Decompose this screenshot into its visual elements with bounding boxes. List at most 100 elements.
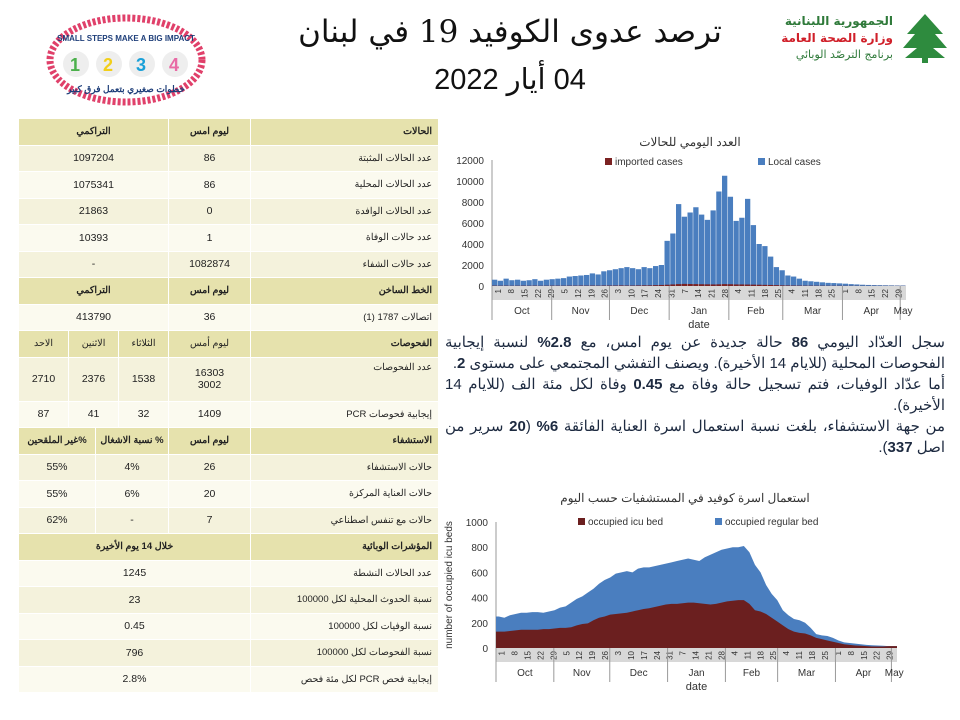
row-label: اتصالات 1787 (1) (250, 303, 440, 331)
bar-local-cases (727, 196, 734, 286)
unvaccinated-header: %غير الملقحين (17, 427, 97, 455)
yesterday-value: 1409 (168, 400, 252, 428)
day-tick-label: 7 (679, 650, 688, 655)
day-tick-label: 24 (653, 650, 662, 659)
day-tick-label: 14 (692, 650, 701, 659)
bar-local-cases (883, 285, 889, 286)
bar-local-cases (676, 204, 682, 286)
month-label: Feb (747, 306, 765, 317)
cedar-icon (903, 14, 947, 63)
bar-local-cases (589, 273, 596, 286)
statistics-table: الحالات ليوم امس التراكمي عدد الحالات ال… (17, 118, 440, 693)
bar-imported-cases (693, 284, 699, 286)
unvaccinated-value: 62% (17, 506, 97, 534)
monday-header: الاثنين (68, 330, 120, 358)
occupancy-header: % نسبة الاشغال (95, 427, 170, 455)
bar-imported-cases (785, 285, 791, 286)
monday-value: 2376 (68, 356, 120, 402)
day-tick-label: 3 (614, 288, 623, 293)
month-label: Nov (572, 306, 590, 317)
table-row: عدد حالات الوفاة 1 10393 (17, 224, 440, 252)
bar-local-cases (641, 267, 647, 286)
bar-local-cases (549, 279, 555, 286)
yesterday-value-2: 3002 (197, 379, 222, 391)
bar-local-cases (848, 284, 854, 286)
day-tick-label: 5 (562, 650, 571, 655)
bar-local-cases (785, 275, 791, 286)
occupancy-value: - (95, 506, 170, 534)
y-tick-label: 400 (471, 594, 488, 605)
day-tick-label: 5 (561, 288, 570, 293)
day-tick-label: 1 (841, 288, 850, 293)
cumulative-header: التراكمي (17, 118, 170, 146)
day-tick-label: 29 (886, 650, 895, 659)
table-row: إيجابية فحوصات PCR 1409 32 41 87 (17, 400, 440, 428)
bar-local-cases (894, 285, 900, 286)
bar-local-cases (624, 267, 630, 286)
day-tick-label: 25 (769, 650, 778, 659)
hotline-section-label: الخط الساخن (250, 277, 440, 305)
bar-imported-cases (676, 284, 682, 286)
y-tick-label: 8000 (462, 198, 485, 209)
cumulative-value: - (17, 250, 170, 278)
day-tick-label: 8 (511, 650, 520, 655)
row-label: عدد الحالات النشطة (250, 559, 440, 587)
hospital-beds-chart: استعمال اسرة كوفيد في المستشفيات حسب الي… (444, 491, 904, 693)
y-tick-label: 4000 (462, 240, 485, 251)
bar-local-cases (802, 280, 808, 286)
yesterday-value-1: 16303 (194, 367, 225, 379)
row-label: إيجابية فحوصات PCR (250, 400, 440, 428)
month-label: Mar (798, 668, 816, 679)
month-label: May (885, 668, 904, 679)
bar-local-cases (699, 214, 705, 286)
cases-section-label: الحالات (250, 118, 440, 146)
legend-swatch (605, 158, 612, 165)
day-tick-label: 25 (821, 650, 830, 659)
legend-label: occupied icu bed (588, 517, 663, 528)
bar-local-cases (739, 217, 745, 286)
summary-hospital: من جهة الاستشفاء، بلغت نسبة استعمال اسرة… (445, 418, 945, 456)
yesterday-header: ليوم امس (168, 427, 252, 455)
bar-local-cases (773, 267, 780, 286)
indicator-value: 796 (17, 639, 252, 667)
sunday-value: 2710 (17, 356, 70, 402)
occupancy-value: 4% (95, 453, 170, 481)
indicator-value: 23 (17, 586, 252, 614)
cumulative-value: 21863 (17, 197, 170, 225)
day-tick-label: 25 (774, 288, 783, 297)
yesterday-value: 16303 3002 (168, 356, 252, 402)
bar-imported-cases (710, 284, 716, 286)
logo-line-3: برنامج الترصّد الوبائي (795, 48, 893, 61)
y-axis-label: number of occupied icu beds (444, 521, 455, 649)
bar-local-cases (503, 278, 509, 286)
day-tick-label: 4 (734, 288, 743, 293)
bar-local-cases (509, 280, 515, 286)
day-tick-label: 11 (801, 288, 810, 297)
svg-text:3: 3 (136, 55, 146, 75)
bar-imported-cases (722, 284, 728, 286)
bar-local-cases (653, 266, 659, 286)
row-label: عدد الفحوصات (250, 356, 440, 402)
logo-line-2: وزارة الصحة العامة (781, 31, 893, 45)
month-label: May (894, 306, 913, 317)
yesterday-value: 7 (168, 506, 252, 534)
day-tick-label: 31 (667, 288, 676, 297)
day-tick-label: 3 (614, 650, 623, 655)
table-row: حالات العناية المركزة 20 6% 55% (17, 480, 440, 508)
bar-local-cases (532, 279, 538, 286)
bar-local-cases (681, 216, 688, 286)
unvaccinated-value: 55% (17, 453, 97, 481)
day-tick-label: 1 (498, 650, 507, 655)
chart-title: استعمال اسرة كوفيد في المستشفيات حسب الي… (560, 491, 809, 505)
bar-imported-cases (727, 284, 734, 286)
day-tick-label: 12 (575, 650, 584, 659)
day-tick-label: 1 (494, 288, 503, 293)
bar-local-cases (607, 270, 613, 286)
bar-local-cases (572, 276, 578, 286)
bar-local-cases (515, 279, 521, 286)
bar-imported-cases (653, 285, 659, 286)
hospital-header-row: الاستشفاء ليوم امس % نسبة الاشغال %غير ا… (17, 427, 440, 455)
day-tick-label: 4 (730, 650, 739, 655)
y-tick-label: 6000 (462, 219, 485, 230)
bar-local-cases (658, 265, 665, 286)
